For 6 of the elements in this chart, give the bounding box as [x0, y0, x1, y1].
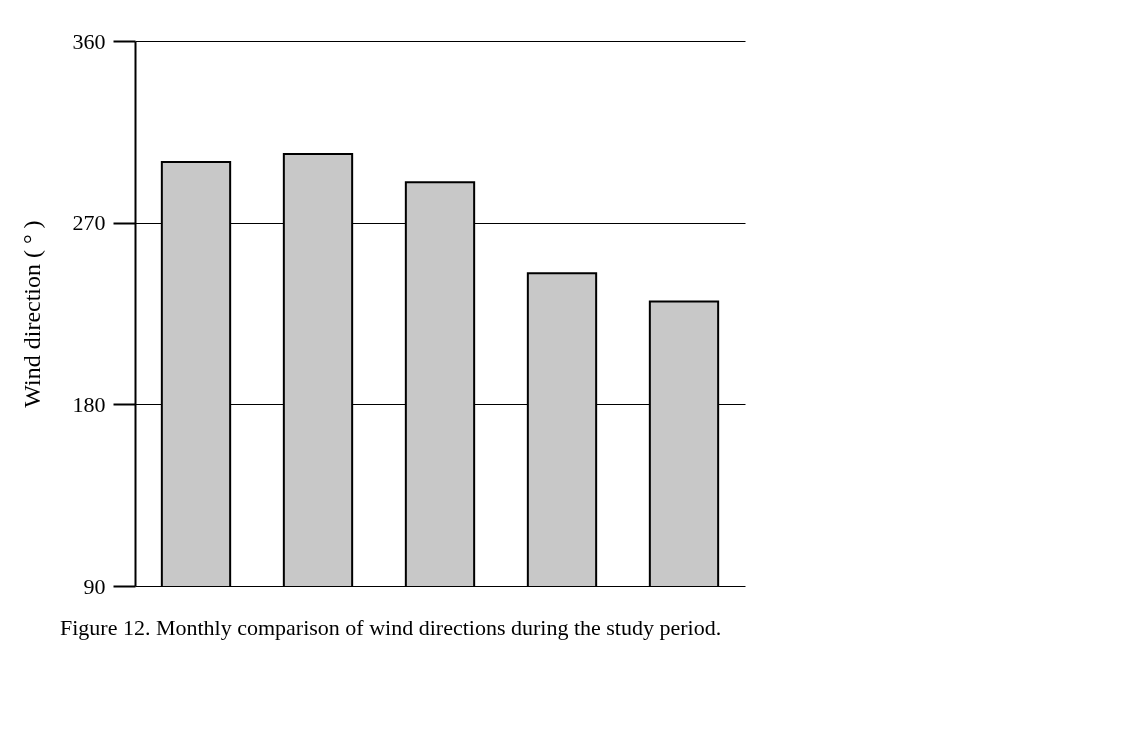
- y-tick-label: 360: [72, 28, 106, 54]
- y-axis-title: Wind direction ( ° ): [18, 220, 45, 408]
- y-tick-label: 180: [72, 391, 106, 417]
- y-tick-label: 90: [83, 573, 106, 599]
- y-tick-label: 270: [72, 210, 106, 236]
- caption: Figure 12. Monthly comparison of wind directions during the study period.: [60, 615, 723, 641]
